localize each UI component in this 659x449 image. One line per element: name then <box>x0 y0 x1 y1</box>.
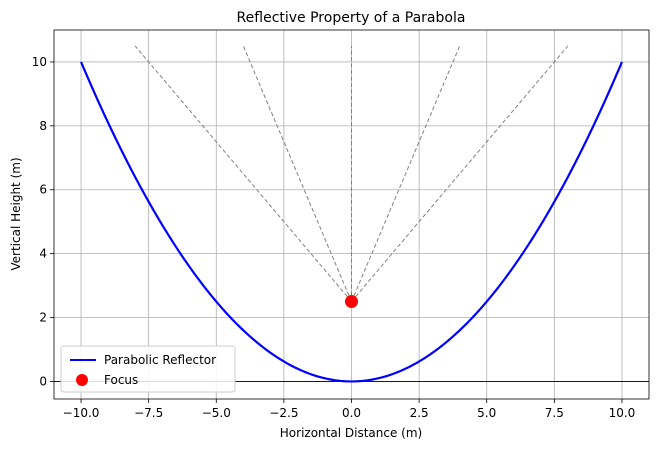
x-tick-label: 0.0 <box>342 406 361 420</box>
y-axis-ticks: 0 2 4 6 8 10 <box>32 55 54 388</box>
x-axis-ticks: −10.0 −7.5 −5.0 −2.5 0.0 2.5 5.0 7.5 10.0 <box>63 399 636 420</box>
reflected-rays <box>134 45 569 302</box>
x-tick-label: 7.5 <box>545 406 564 420</box>
y-axis-label: Vertical Height (m) <box>9 157 23 270</box>
y-tick-label: 4 <box>39 247 47 261</box>
x-tick-label: 5.0 <box>477 406 496 420</box>
reflected-ray <box>134 45 352 302</box>
y-tick-label: 8 <box>39 119 47 133</box>
y-tick-label: 10 <box>32 55 47 69</box>
series-line-parabolic-reflector <box>80 61 623 383</box>
legend: Parabolic Reflector Focus <box>60 345 236 393</box>
focus-point <box>345 295 358 309</box>
reflected-ray <box>351 45 461 302</box>
legend-box <box>60 345 236 393</box>
reflected-ray <box>351 45 569 302</box>
x-tick-label: −2.5 <box>269 406 298 420</box>
series <box>80 61 623 383</box>
chart-title: Reflective Property of a Parabola <box>237 10 466 26</box>
x-axis-label: Horizontal Distance (m) <box>280 426 422 440</box>
y-tick-label: 2 <box>39 311 47 325</box>
legend-label-focus: Focus <box>104 373 138 387</box>
x-tick-label: −7.5 <box>134 406 163 420</box>
reflected-ray <box>242 45 352 302</box>
x-tick-label: −5.0 <box>202 406 231 420</box>
y-tick-label: 6 <box>39 183 47 197</box>
x-tick-label: 10.0 <box>609 406 636 420</box>
legend-swatch-focus <box>76 374 88 386</box>
x-tick-label: −10.0 <box>63 406 100 420</box>
x-tick-label: 2.5 <box>410 406 429 420</box>
y-tick-label: 0 <box>39 374 47 388</box>
legend-label-reflector: Parabolic Reflector <box>104 353 216 367</box>
